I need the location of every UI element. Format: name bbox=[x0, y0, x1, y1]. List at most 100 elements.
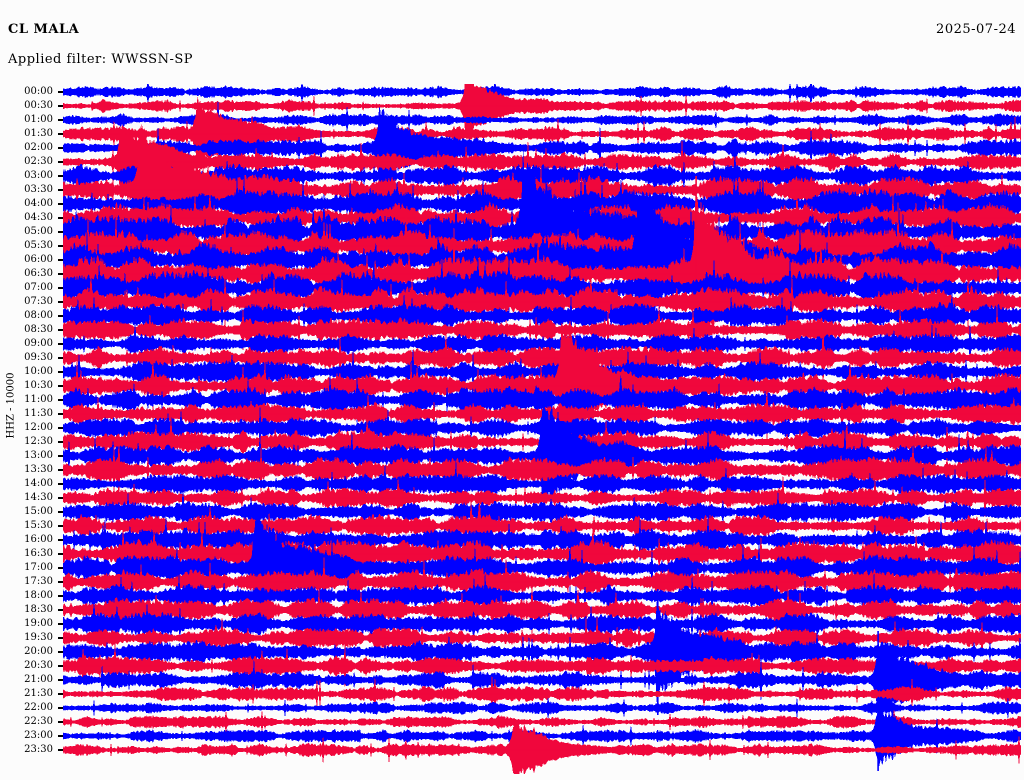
time-tick-label: 07:30 bbox=[24, 296, 53, 307]
trace-baseline bbox=[63, 147, 1021, 149]
time-tick-label: 17:30 bbox=[24, 576, 53, 587]
time-tick-mark bbox=[58, 259, 63, 261]
time-tick-mark bbox=[58, 735, 63, 737]
time-tick-mark bbox=[58, 623, 63, 625]
time-tick-label: 18:30 bbox=[24, 604, 53, 615]
time-tick-label: 20:30 bbox=[24, 660, 53, 671]
time-tick-mark bbox=[58, 301, 63, 303]
time-tick-mark bbox=[58, 273, 63, 275]
trace-baseline bbox=[63, 721, 1021, 723]
time-tick-mark bbox=[58, 679, 63, 681]
event-spike bbox=[877, 631, 879, 729]
time-tick-label: 06:00 bbox=[24, 254, 53, 265]
time-tick-label: 03:00 bbox=[24, 170, 53, 181]
applied-filter-label: Applied filter: WWSSN-SP bbox=[8, 52, 193, 67]
time-tick-label: 17:00 bbox=[24, 562, 53, 573]
seismogram-plot bbox=[63, 84, 1021, 774]
time-tick-label: 14:30 bbox=[24, 492, 53, 503]
time-tick-mark bbox=[58, 357, 63, 359]
trace-baseline bbox=[63, 553, 1021, 555]
time-tick-label: 23:30 bbox=[24, 744, 53, 755]
trace-baseline bbox=[63, 469, 1021, 471]
time-tick-label: 00:30 bbox=[24, 100, 53, 111]
trace-baseline bbox=[63, 525, 1021, 527]
event-spike bbox=[695, 176, 697, 372]
time-tick-label: 16:00 bbox=[24, 534, 53, 545]
time-tick-mark bbox=[58, 553, 63, 555]
trace-baseline bbox=[63, 637, 1021, 639]
trace-baseline bbox=[63, 175, 1021, 177]
trace-baseline bbox=[63, 371, 1021, 373]
time-tick-label: 02:00 bbox=[24, 142, 53, 153]
record-date: 2025-07-24 bbox=[936, 22, 1016, 37]
time-tick-mark bbox=[58, 595, 63, 597]
time-tick-label: 23:00 bbox=[24, 730, 53, 741]
time-tick-mark bbox=[58, 119, 63, 121]
time-tick-mark bbox=[58, 455, 63, 457]
time-tick-label: 10:00 bbox=[24, 366, 53, 377]
trace-baseline bbox=[63, 455, 1021, 457]
time-tick-label: 18:00 bbox=[24, 590, 53, 601]
time-tick-mark bbox=[58, 749, 63, 751]
time-tick-mark bbox=[58, 385, 63, 387]
time-tick-mark bbox=[58, 497, 63, 499]
trace-baseline bbox=[63, 273, 1021, 275]
time-tick-label: 15:00 bbox=[24, 506, 53, 517]
trace-baseline bbox=[63, 693, 1021, 695]
trace-baseline bbox=[63, 91, 1021, 93]
trace-baseline bbox=[63, 301, 1021, 303]
seismic-trace bbox=[63, 84, 1021, 112]
trace-baseline bbox=[63, 483, 1021, 485]
time-tick-mark bbox=[58, 133, 63, 135]
time-tick-label: 08:00 bbox=[24, 310, 53, 321]
time-tick-mark bbox=[58, 483, 63, 485]
trace-baseline bbox=[63, 105, 1021, 107]
trace-baseline bbox=[63, 651, 1021, 653]
trace-baseline bbox=[63, 497, 1021, 499]
time-tick-mark bbox=[58, 721, 63, 723]
trace-baseline bbox=[63, 511, 1021, 513]
time-tick-label: 20:00 bbox=[24, 646, 53, 657]
event-spike bbox=[877, 701, 879, 771]
time-tick-mark bbox=[58, 91, 63, 93]
time-tick-mark bbox=[58, 707, 63, 709]
time-tick-mark bbox=[58, 399, 63, 401]
time-tick-label: 10:30 bbox=[24, 380, 53, 391]
time-tick-label: 16:30 bbox=[24, 548, 53, 559]
trace-baseline bbox=[63, 343, 1021, 345]
time-tick-label: 19:00 bbox=[24, 618, 53, 629]
trace-baseline bbox=[63, 567, 1021, 569]
time-tick-mark bbox=[58, 203, 63, 205]
trace-baseline bbox=[63, 133, 1021, 135]
time-tick-label: 00:00 bbox=[24, 86, 53, 97]
trace-baseline bbox=[63, 329, 1021, 331]
trace-baseline bbox=[63, 385, 1021, 387]
time-tick-mark bbox=[58, 539, 63, 541]
time-tick-mark bbox=[58, 511, 63, 513]
seismic-trace bbox=[63, 721, 1021, 774]
time-tick-label: 22:00 bbox=[24, 702, 53, 713]
time-tick-mark bbox=[58, 343, 63, 345]
time-tick-label: 09:00 bbox=[24, 338, 53, 349]
trace-baseline bbox=[63, 539, 1021, 541]
trace-baseline bbox=[63, 707, 1021, 709]
time-tick-label: 08:30 bbox=[24, 324, 53, 335]
time-tick-mark bbox=[58, 245, 63, 247]
seismic-trace bbox=[63, 84, 1021, 139]
trace-baseline bbox=[63, 315, 1021, 317]
trace-baseline bbox=[63, 609, 1021, 611]
time-tick-mark bbox=[58, 651, 63, 653]
trace-baseline bbox=[63, 399, 1021, 401]
time-tick-label: 12:00 bbox=[24, 422, 53, 433]
time-tick-mark bbox=[58, 105, 63, 107]
event-spike bbox=[657, 589, 659, 715]
time-tick-label: 06:30 bbox=[24, 268, 53, 279]
time-tick-label: 01:30 bbox=[24, 128, 53, 139]
time-tick-mark bbox=[58, 231, 63, 233]
time-tick-mark bbox=[58, 315, 63, 317]
time-tick-mark bbox=[58, 581, 63, 583]
time-tick-mark bbox=[58, 441, 63, 443]
time-tick-mark bbox=[58, 665, 63, 667]
trace-baseline bbox=[63, 161, 1021, 163]
